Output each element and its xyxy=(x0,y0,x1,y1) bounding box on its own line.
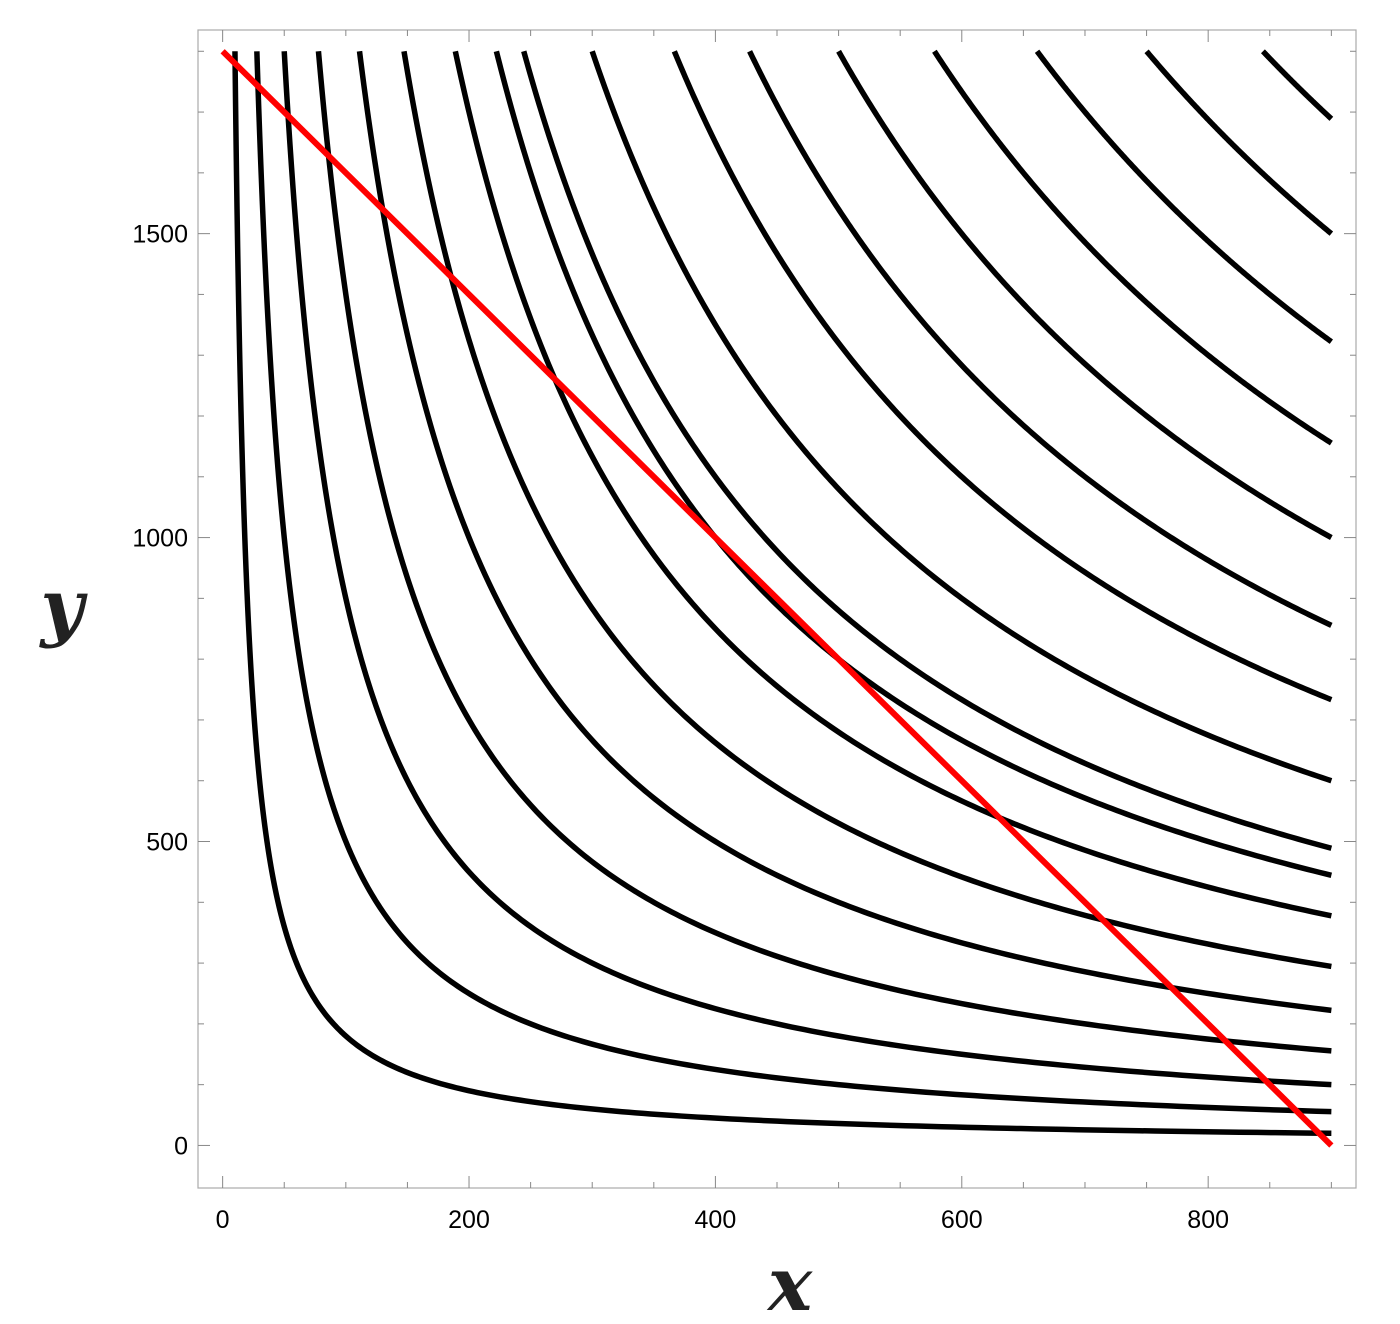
hyperbola-curve xyxy=(232,51,1332,1137)
plot-frame xyxy=(197,29,1357,1189)
plot-frame-layer xyxy=(197,29,1357,1189)
y-tick-label: 1000 xyxy=(132,525,188,553)
hyperbola-curves xyxy=(232,48,1334,1137)
budget-line xyxy=(220,49,1334,1148)
hyperbola-curve xyxy=(452,50,1332,919)
ticks-layer xyxy=(198,30,1356,1188)
x-axis-title: x xyxy=(766,1242,813,1324)
tick-labels-layer: 0 200 400 600 800 0 500 1000 1500 xyxy=(132,221,1229,1234)
hyperbola-curve xyxy=(836,49,1333,540)
hyperbola-curve xyxy=(254,51,1332,1115)
y-tick-label: 1500 xyxy=(132,221,188,249)
x-tick-label: 0 xyxy=(216,1206,230,1234)
x-tick-label: 800 xyxy=(1187,1206,1229,1234)
hyperbola-curve xyxy=(932,49,1333,446)
y-axis-title: y xyxy=(39,564,89,650)
y-tick-label: 500 xyxy=(146,829,188,857)
hyperbola-curve xyxy=(1260,48,1334,122)
hyperbola-curve xyxy=(281,51,1332,1088)
hyperbola-curve xyxy=(493,50,1333,878)
hyperbola-curve xyxy=(747,50,1333,628)
y-tick-label: 0 xyxy=(174,1132,188,1160)
hyperbola-curve xyxy=(401,50,1332,970)
hyperbola-curve xyxy=(671,50,1333,703)
x-tick-label: 600 xyxy=(941,1206,983,1234)
hyperbola-curve xyxy=(356,50,1332,1014)
x-tick-label: 200 xyxy=(448,1206,490,1234)
hyperbola-curve xyxy=(521,50,1333,851)
hyperbola-curve xyxy=(1144,49,1334,236)
budget-line-layer xyxy=(220,49,1334,1148)
hyperbola-curve xyxy=(1034,49,1333,344)
hyperbola-curve xyxy=(589,50,1333,784)
x-tick-label: 400 xyxy=(695,1206,737,1234)
hyperbola-curve xyxy=(315,51,1332,1054)
